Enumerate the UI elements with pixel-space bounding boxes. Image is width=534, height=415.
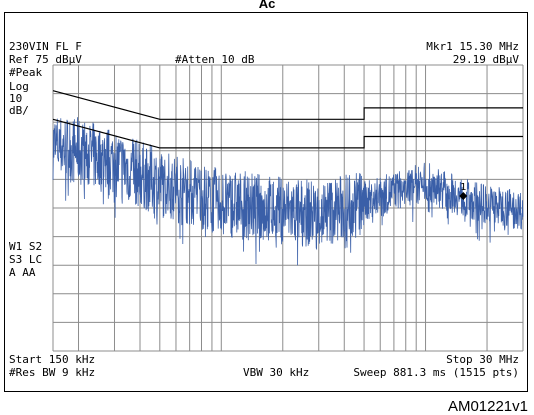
marker-number: 1	[460, 182, 466, 193]
spectrum-plot: 1	[52, 64, 524, 352]
analyzer-screen: 1 230VIN FL F Ref 75 dBµV #Atten 10 dB M…	[4, 12, 528, 392]
scale-type: Log	[9, 80, 29, 93]
trace-status-1: W1 S2	[9, 240, 43, 253]
marker-frequency: Mkr1 15.30 MHz	[426, 40, 519, 53]
measured-trace	[52, 117, 524, 266]
detector-label: #Peak	[9, 66, 43, 79]
figure-reference: AM01221v1	[447, 398, 528, 415]
sweep-info: Sweep 881.3 ms (1515 pts)	[353, 366, 519, 379]
marker-amplitude: 29.19 dBµV	[452, 53, 519, 66]
trace-status-3: A AA	[9, 266, 36, 279]
quasi-peak-limit-line	[52, 90, 523, 120]
start-frequency: Start 150 kHz	[9, 353, 96, 366]
attenuation: #Atten 10 dB	[175, 53, 255, 66]
ref-level: Ref 75 dBµV	[9, 53, 82, 66]
stop-frequency: Stop 30 MHz	[446, 353, 519, 366]
average-limit-line	[52, 118, 523, 149]
resolution-bandwidth: #Res BW 9 kHz	[9, 366, 96, 379]
marker-diamond	[459, 192, 468, 201]
scale-unit: dB/	[9, 104, 29, 117]
figure-caption: Ac	[258, 0, 276, 11]
trace-status-2: S3 LC	[9, 253, 43, 266]
scale-value: 10	[9, 92, 23, 105]
mode-label: 230VIN FL F	[9, 40, 82, 53]
video-bandwidth: VBW 30 kHz	[243, 366, 310, 379]
